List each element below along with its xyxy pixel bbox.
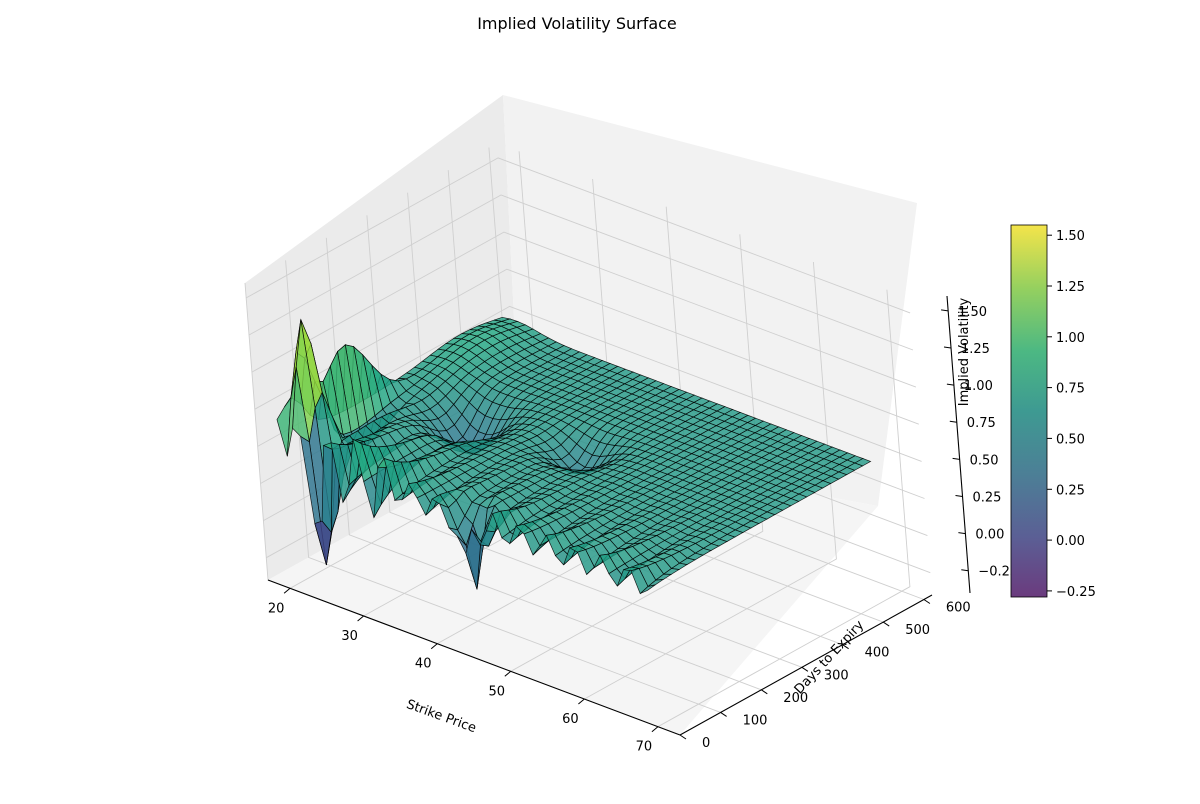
- x-tick-mark: [283, 587, 291, 594]
- y-tick-label: 600: [946, 601, 971, 616]
- y-tick-label: 300: [824, 668, 849, 683]
- z-tick-mark: [941, 309, 949, 312]
- gridline-z: [251, 231, 917, 388]
- y-tick-mark: [720, 711, 727, 717]
- y-tick-mark: [882, 621, 890, 627]
- colorbar-tick-label: −0.25: [1056, 585, 1096, 600]
- z-tick-mark: [949, 420, 957, 423]
- z-tick-label: 0.75: [967, 416, 996, 431]
- z-tick-label: −0.25: [978, 565, 1018, 580]
- colorbar-tick-label: 0.50: [1056, 432, 1085, 447]
- gridline-x: [584, 261, 837, 700]
- gridline-y: [285, 260, 721, 713]
- x-tick-label: 30: [341, 629, 358, 644]
- gridline-y: [325, 237, 762, 691]
- surface: [276, 316, 872, 595]
- colorbar-tick-label: 0.25: [1056, 483, 1085, 498]
- z-tick-label: 0.25: [973, 491, 1002, 506]
- y-tick-label: 500: [905, 623, 930, 638]
- z-tick-mark: [946, 383, 954, 386]
- colorbar-tick-label: 0.00: [1056, 534, 1085, 549]
- chart-title: Implied Volatility Surface: [477, 14, 677, 33]
- y-ticks: 0 100 200 300 400 500 600: [679, 599, 971, 751]
- y-tick-mark: [842, 644, 849, 650]
- y-tick-mark: [761, 689, 768, 695]
- surface-patch: [321, 444, 333, 534]
- z-tick-mark: [958, 532, 966, 535]
- x-tick-label: 70: [636, 740, 653, 755]
- gridline-z: [245, 157, 911, 314]
- colorbar-tick-label: 1.00: [1056, 331, 1085, 346]
- y-axis-line: [679, 594, 933, 736]
- y-tick-mark: [679, 734, 687, 740]
- gridlines: [244, 147, 931, 736]
- x-tick-label: 40: [415, 657, 432, 672]
- surface-patch: [639, 584, 656, 594]
- z-tick-label: 1.50: [958, 305, 987, 320]
- x-tick-label: 50: [489, 684, 506, 699]
- x-tick-mark: [651, 726, 659, 733]
- y-tick-mark: [801, 666, 809, 672]
- z-ticks: −0.25 0.00 0.25 0.50 0.75 1.00 1.25 1.50: [941, 305, 1018, 580]
- colorbar-tick-label: 0.75: [1056, 382, 1085, 397]
- y-tick-label: 100: [743, 713, 768, 728]
- z-tick-mark: [943, 346, 952, 349]
- z-axis-line: [946, 295, 971, 594]
- x-tick-mark: [578, 698, 585, 705]
- z-axis-label: Implied Volatility: [957, 297, 972, 406]
- x-tick-mark: [430, 643, 438, 650]
- x-ticks: 20 30 40 50 60 70: [268, 587, 659, 755]
- z-tick-label: 1.25: [961, 342, 990, 357]
- y-tick-mark: [923, 599, 931, 604]
- z-tick-label: 0.50: [970, 453, 999, 468]
- z-tick-label: 1.00: [964, 379, 993, 394]
- gridline-y: [366, 215, 803, 668]
- x-tick-mark: [504, 670, 512, 677]
- x-axis-label: Strike Price: [404, 697, 478, 736]
- y-tick-label: 200: [783, 691, 808, 706]
- colorbar: [1010, 224, 1048, 598]
- gridline-x: [657, 289, 911, 728]
- colorbar-ticks: −0.25 0.00 0.25 0.50 0.75 1.00 1.25 1.50: [1047, 229, 1096, 600]
- z-tick-mark: [955, 495, 963, 497]
- gridline-z: [248, 194, 914, 351]
- x-axis-line: [267, 579, 681, 736]
- z-tick-mark: [961, 569, 969, 572]
- x-tick-mark: [357, 615, 364, 622]
- x-tick-label: 60: [562, 712, 579, 727]
- z-tick-mark: [952, 457, 960, 460]
- axes-lines: [267, 295, 971, 736]
- colorbar-tick-label: 1.50: [1056, 229, 1085, 244]
- z-tick-label: 0.00: [975, 528, 1004, 543]
- y-tick-label: 0: [702, 736, 710, 751]
- colorbar-tick-label: 1.25: [1056, 280, 1085, 295]
- gridline-x: [510, 234, 764, 672]
- y-tick-label: 400: [865, 646, 890, 661]
- x-tick-label: 20: [268, 601, 285, 616]
